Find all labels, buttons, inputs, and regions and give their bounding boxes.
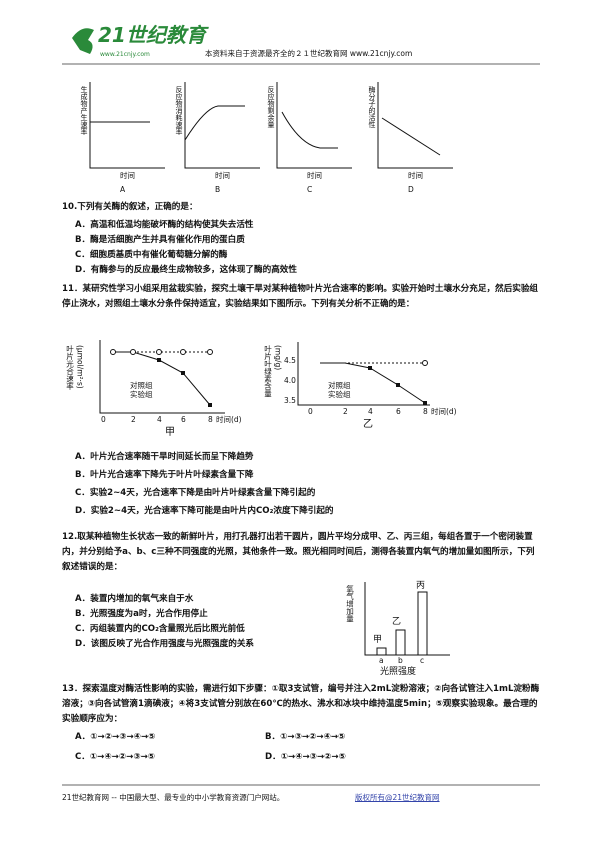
graph-caption: D (408, 185, 414, 194)
option: C．丙组装置内的CO₂含量照光后比照光前低 (75, 624, 245, 634)
logo-url: www.21cnjy.com (100, 51, 150, 58)
y-tick-label: 3.5 (284, 396, 296, 405)
question-stem: 13．探索温度对酶活性影响的实验，需进行如下步骤：①取3支试管，编号并注入2mL… (62, 684, 540, 724)
x-tick-label: b (398, 656, 403, 665)
option: C．①→④→②→③→⑤ (75, 752, 156, 762)
graph-caption: C (307, 185, 312, 194)
y-axis-label: 酶分子的活性 (368, 85, 376, 129)
y-tick-label: 4.5 (284, 356, 296, 365)
x-tick-label: 0 (101, 415, 106, 424)
graph-caption: B (215, 185, 220, 194)
y-axis-unit: (μmol/m²·s) (76, 345, 85, 389)
logo-text: 21世纪教育 (98, 23, 209, 47)
option: B．①→③→②→④→⑤ (265, 732, 346, 742)
footer-text: 21世纪教育网 -- 中国最大型、最专业的中小学教育资源门户网站。 (62, 793, 285, 802)
option: C．细胞质基质中有催化葡萄糖分解的酶 (75, 250, 228, 260)
x-tick-label: 8 (208, 415, 213, 424)
y-axis-unit: (mg/g) (274, 345, 283, 370)
x-tick-label: 0 (308, 407, 313, 416)
question-stem: 11．某研究性学习小组采用盆栽实验，探究土壤干旱对某种植物叶片光合速率的影响。实… (62, 284, 539, 309)
option: B．光照强度为a时，光合作用停止 (75, 609, 208, 619)
option: C．实验2~4天，光合速率下降是由叶片叶绿素含量下降引起的 (75, 488, 316, 498)
x-axis-label: 时间 (307, 170, 322, 180)
question-stem: 10.下列有关酶的叙述，正确的是： (62, 202, 198, 212)
question-stem: 12.取某种植物生长状态一致的新鲜叶片，用打孔器打出若干圆片，圆片平均分成甲、乙… (62, 532, 535, 572)
legend-entry: 对照组 (130, 380, 153, 390)
graph-caption: A (120, 185, 126, 194)
x-axis-label: 时间 (408, 170, 423, 180)
option: D．该图反映了光合作用强度与光照强度的关系 (75, 639, 255, 649)
y-tick-label: 4.0 (284, 376, 296, 385)
y-axis-label: 氧气增加量 (345, 584, 354, 623)
x-tick-label: c (420, 656, 424, 665)
x-tick-label: 2 (131, 415, 136, 424)
x-tick-label: 4 (368, 407, 373, 416)
x-axis-label: 时间 (215, 170, 230, 180)
y-axis-label: 叶片叶绿素含量 (263, 345, 272, 398)
option: D．有酶参与的反应最终生成物较多，这体现了酶的高效性 (75, 265, 297, 275)
x-axis-label: 光照强度 (380, 665, 416, 677)
option: A．①→②→③→④→⑤ (75, 732, 156, 742)
bar-label: 丙 (416, 580, 425, 591)
option: B．叶片光合速率下降先于叶片叶绿素含量下降 (75, 470, 254, 480)
legend-entry: 实验组 (328, 389, 351, 399)
x-tick-label: 2 (343, 407, 348, 416)
y-axis-label: 反应物消耗速率 (175, 85, 183, 136)
bar-label: 乙 (392, 616, 401, 627)
x-axis-label: 时间 (120, 170, 135, 180)
bar-label: 甲 (373, 634, 382, 645)
y-axis-label: 生成物产生速率 (80, 85, 88, 136)
option: A．高温和低温均能破坏酶的结构使其失去活性 (75, 220, 254, 230)
x-axis-label: 时间(d) (431, 406, 457, 416)
option: D．实验2~4天，光合速率下降可能是由叶片内CO₂浓度下降引起的 (75, 506, 334, 516)
legend-entry: 实验组 (130, 389, 153, 399)
footer-copyright: 版权所有@21世纪教育网 (355, 793, 440, 802)
x-tick-label: a (379, 656, 384, 665)
x-tick-label: 6 (181, 415, 186, 424)
legend-entry: 对照组 (328, 380, 351, 390)
chart-caption: 甲 (165, 427, 175, 438)
chart-caption: 乙 (363, 418, 373, 430)
y-axis-label: 叶片光合速率 (65, 345, 74, 392)
logo: 21世纪教育 www.21cnjy.com (72, 23, 209, 58)
option: A．装置内增加的氧气来自于水 (75, 594, 194, 604)
x-axis-label: 时间(d) (216, 414, 242, 424)
y-axis-label: 反应物剩余量 (267, 85, 275, 128)
option: A．叶片光合速率随干旱时间延长而呈下降趋势 (75, 452, 254, 462)
header-notice: 本资料来自于资源最齐全的２１世纪教育网 www.21cnjy.com (205, 49, 413, 58)
x-tick-label: 6 (396, 407, 401, 416)
option: D．①→④→③→②→⑤ (265, 752, 346, 762)
x-tick-label: 8 (423, 407, 428, 416)
x-tick-label: 4 (157, 415, 162, 424)
option: B．酶是活细胞产生并具有催化作用的蛋白质 (75, 235, 245, 245)
